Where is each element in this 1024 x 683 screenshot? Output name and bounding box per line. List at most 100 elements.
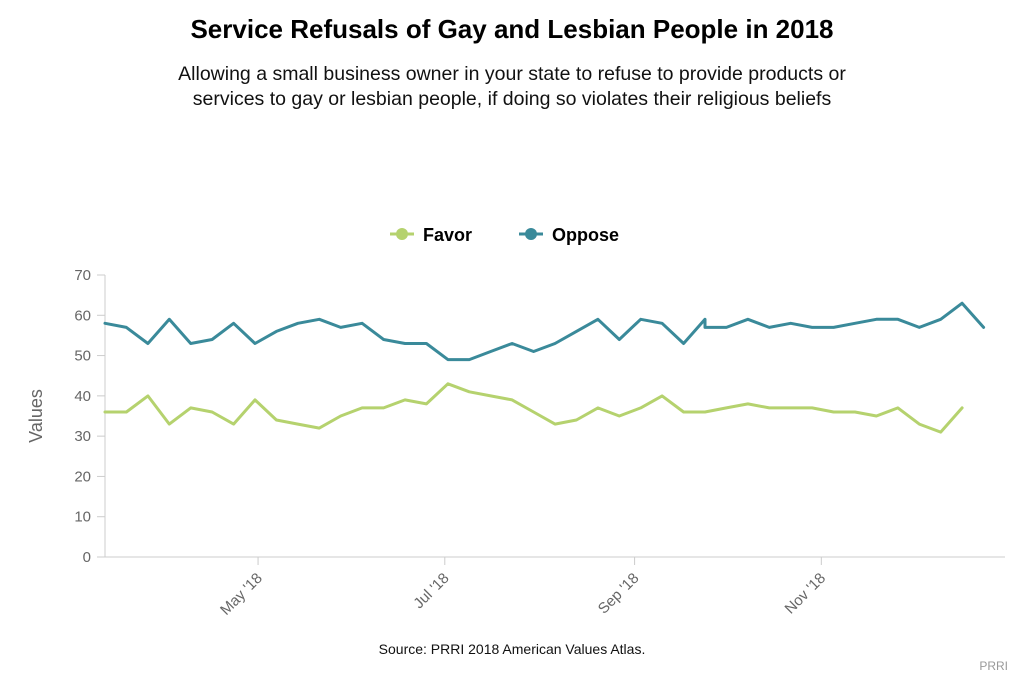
data-point-favor: [960, 406, 964, 410]
data-point-oppose: [896, 317, 900, 321]
data-point-favor: [746, 402, 750, 406]
data-point-oppose: [939, 317, 943, 321]
data-point-favor: [189, 406, 193, 410]
y-axis: 0 10 20 30 40 50 60 70 Values: [26, 267, 106, 566]
data-point-oppose: [660, 321, 664, 325]
data-point-favor: [789, 406, 793, 410]
data-point-favor: [724, 406, 728, 410]
data-point-oppose: [553, 341, 557, 345]
data-point-favor: [574, 418, 578, 422]
data-point-oppose: [746, 317, 750, 321]
data-point-oppose: [317, 317, 321, 321]
series-line-favor: [103, 382, 964, 434]
data-point-oppose: [232, 321, 236, 325]
data-point-favor: [403, 398, 407, 402]
data-point-oppose: [360, 321, 364, 325]
data-point-oppose: [296, 321, 300, 325]
data-point-favor: [639, 406, 643, 410]
data-point-favor: [232, 422, 236, 426]
data-point-oppose: [532, 350, 536, 354]
credit-label: PRRI: [979, 659, 1008, 673]
data-point-oppose: [982, 325, 986, 329]
data-point-oppose: [167, 317, 171, 321]
data-point-oppose: [789, 321, 793, 325]
data-point-favor: [874, 414, 878, 418]
x-tick-label: Jul '18: [410, 570, 452, 612]
legend-label: Oppose: [552, 225, 619, 245]
chart-title: Service Refusals of Gay and Lesbian Peop…: [190, 14, 834, 44]
data-point-favor: [853, 410, 857, 414]
data-point-oppose: [617, 337, 621, 341]
data-point-oppose: [274, 329, 278, 333]
data-point-oppose: [960, 301, 964, 305]
data-point-favor: [124, 410, 128, 414]
data-point-favor: [660, 394, 664, 398]
data-point-oppose: [917, 325, 921, 329]
data-point-favor: [767, 406, 771, 410]
source-note: Source: PRRI 2018 American Values Atlas.: [378, 641, 646, 657]
data-point-oppose: [596, 317, 600, 321]
data-point-oppose: [703, 317, 707, 321]
data-point-favor: [896, 406, 900, 410]
data-point-favor: [424, 402, 428, 406]
data-point-oppose: [146, 341, 150, 345]
data-point-favor: [146, 394, 150, 398]
data-point-favor: [810, 406, 814, 410]
data-point-favor: [832, 410, 836, 414]
data-point-oppose: [703, 325, 707, 329]
data-point-favor: [510, 398, 514, 402]
data-point-favor: [339, 414, 343, 418]
y-tick-label: 20: [74, 468, 91, 485]
data-point-oppose: [853, 321, 857, 325]
data-point-favor: [467, 390, 471, 394]
data-point-oppose: [724, 325, 728, 329]
x-axis: May '18 Jul '18 Sep '18 Nov '18: [105, 556, 1005, 619]
data-point-favor: [553, 422, 557, 426]
legend-swatch-marker: [396, 228, 408, 240]
data-point-favor: [210, 410, 214, 414]
data-point-oppose: [874, 317, 878, 321]
data-point-favor: [532, 410, 536, 414]
data-point-favor: [682, 410, 686, 414]
data-point-favor: [296, 422, 300, 426]
legend: Favor Oppose: [390, 225, 619, 245]
data-point-oppose: [210, 337, 214, 341]
data-point-oppose: [424, 341, 428, 345]
data-point-oppose: [189, 341, 193, 345]
data-point-favor: [939, 430, 943, 434]
data-point-favor: [446, 382, 450, 386]
data-point-favor: [317, 426, 321, 430]
data-point-oppose: [403, 341, 407, 345]
data-point-favor: [167, 422, 171, 426]
y-tick-label: 50: [74, 348, 91, 365]
data-point-oppose: [682, 341, 686, 345]
data-point-oppose: [510, 341, 514, 345]
data-point-favor: [253, 398, 257, 402]
legend-item-favor[interactable]: Favor: [390, 225, 472, 245]
data-point-oppose: [574, 329, 578, 333]
y-tick-label: 10: [74, 509, 91, 526]
data-point-oppose: [810, 325, 814, 329]
data-point-oppose: [489, 350, 493, 354]
data-point-oppose: [639, 317, 643, 321]
legend-swatch-marker: [525, 228, 537, 240]
data-point-favor: [382, 406, 386, 410]
data-point-oppose: [124, 325, 128, 329]
data-point-oppose: [382, 337, 386, 341]
data-point-oppose: [339, 325, 343, 329]
legend-item-oppose[interactable]: Oppose: [519, 225, 619, 245]
data-point-favor: [703, 410, 707, 414]
data-point-oppose: [103, 321, 107, 325]
data-point-oppose: [832, 325, 836, 329]
chart-subtitle: Allowing a small business owner in your …: [178, 63, 846, 110]
x-tick-label: Nov '18: [782, 570, 830, 618]
series-line-oppose: [103, 301, 986, 362]
y-tick-label: 40: [74, 388, 91, 405]
data-point-favor: [103, 410, 107, 414]
data-point-favor: [489, 394, 493, 398]
y-tick-label: 0: [83, 549, 91, 566]
series-layer: [103, 301, 986, 434]
data-point-oppose: [767, 325, 771, 329]
data-point-favor: [917, 422, 921, 426]
